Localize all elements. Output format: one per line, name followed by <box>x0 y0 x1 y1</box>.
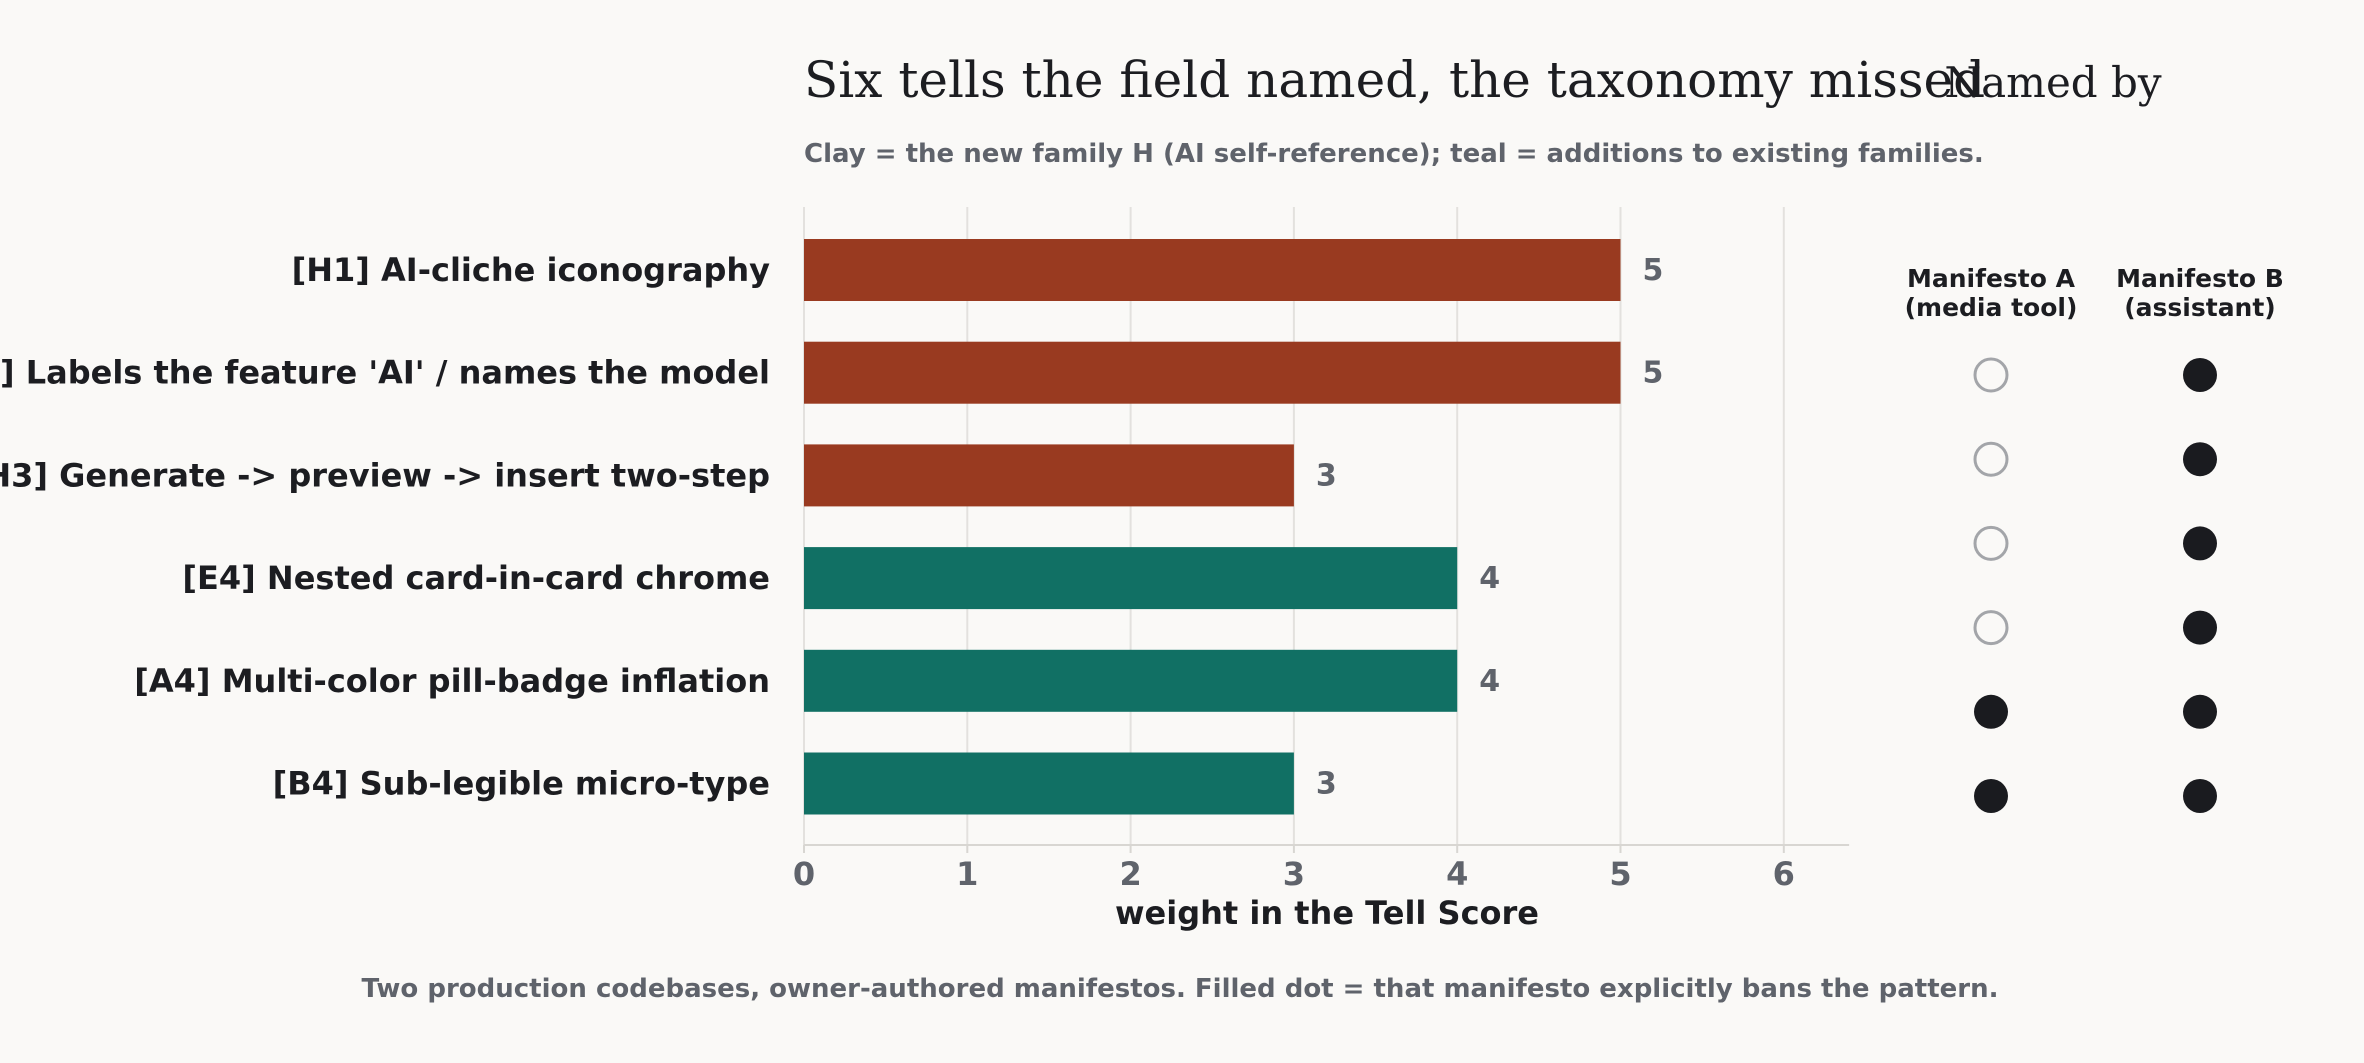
category-label: [H1] AI-cliche iconography <box>292 251 771 289</box>
bar <box>804 239 1621 301</box>
x-tick-label: 4 <box>1446 855 1468 893</box>
filled-dot <box>1974 779 2008 813</box>
category-label: [H3] Generate -> preview -> insert two-s… <box>0 456 770 494</box>
x-tick-label: 2 <box>1119 855 1141 893</box>
bar <box>804 752 1294 815</box>
panel-column-header: (assistant) <box>2124 293 2276 322</box>
category-label: [E4] Nested card-in-card chrome <box>182 559 770 597</box>
filled-dot <box>1974 694 2008 729</box>
x-axis-title: weight in the Tell Score <box>1115 894 1539 932</box>
panel-column-header: Manifesto B <box>2116 264 2284 293</box>
filled-dot <box>2183 526 2217 561</box>
x-axis: 0 1 2 3 4 5 6 <box>793 844 1850 893</box>
hollow-dot <box>1973 357 2009 393</box>
filled-dot <box>2183 358 2217 392</box>
bar <box>804 341 1621 404</box>
x-tick-label: 3 <box>1283 855 1305 893</box>
value-label: 4 <box>1479 561 1500 596</box>
x-tick-label: 6 <box>1773 855 1795 893</box>
bar <box>804 649 1458 712</box>
chart-subtitle: Clay = the new family H (AI self-referen… <box>804 139 1984 169</box>
value-label: 3 <box>1316 767 1337 802</box>
value-label: 5 <box>1643 253 1664 288</box>
hollow-dot <box>1973 610 2009 646</box>
category-label: [H2] Labels the feature 'AI' / names the… <box>0 354 770 392</box>
panel-column-header: Manifesto A <box>1907 264 2076 293</box>
bar <box>804 444 1294 507</box>
named-by-panel: Named by Manifesto A(media tool) Manifest… <box>1905 58 2284 813</box>
panel-column-header: (media tool) <box>1905 293 2078 322</box>
hollow-dot <box>1973 525 2009 561</box>
x-tick-label: 1 <box>956 855 978 893</box>
panel-title: Named by <box>1944 58 2162 107</box>
chart-bars: [H1] AI-cliche iconography 5 [H2] Labels t… <box>0 239 1663 815</box>
x-tick-label: 5 <box>1609 855 1631 893</box>
filled-dot <box>2183 610 2217 645</box>
filled-dot <box>2183 779 2217 813</box>
x-tick-label: 0 <box>793 855 815 893</box>
chart-title: Six tells the field named, the taxonomy … <box>804 51 1985 109</box>
value-label: 3 <box>1316 458 1337 493</box>
hollow-dot <box>1973 441 2009 477</box>
filled-dot <box>2183 694 2217 729</box>
value-label: 5 <box>1643 356 1664 391</box>
footnote: Two production codebases, owner-authored… <box>362 974 1999 1004</box>
category-label: [A4] Multi-color pill-badge inflation <box>134 662 770 700</box>
bar <box>804 547 1458 610</box>
category-label: [B4] Sub-legible micro-type <box>273 765 770 803</box>
chart-gridlines <box>803 207 1785 845</box>
filled-dot <box>2183 442 2217 477</box>
value-label: 4 <box>1479 664 1500 699</box>
